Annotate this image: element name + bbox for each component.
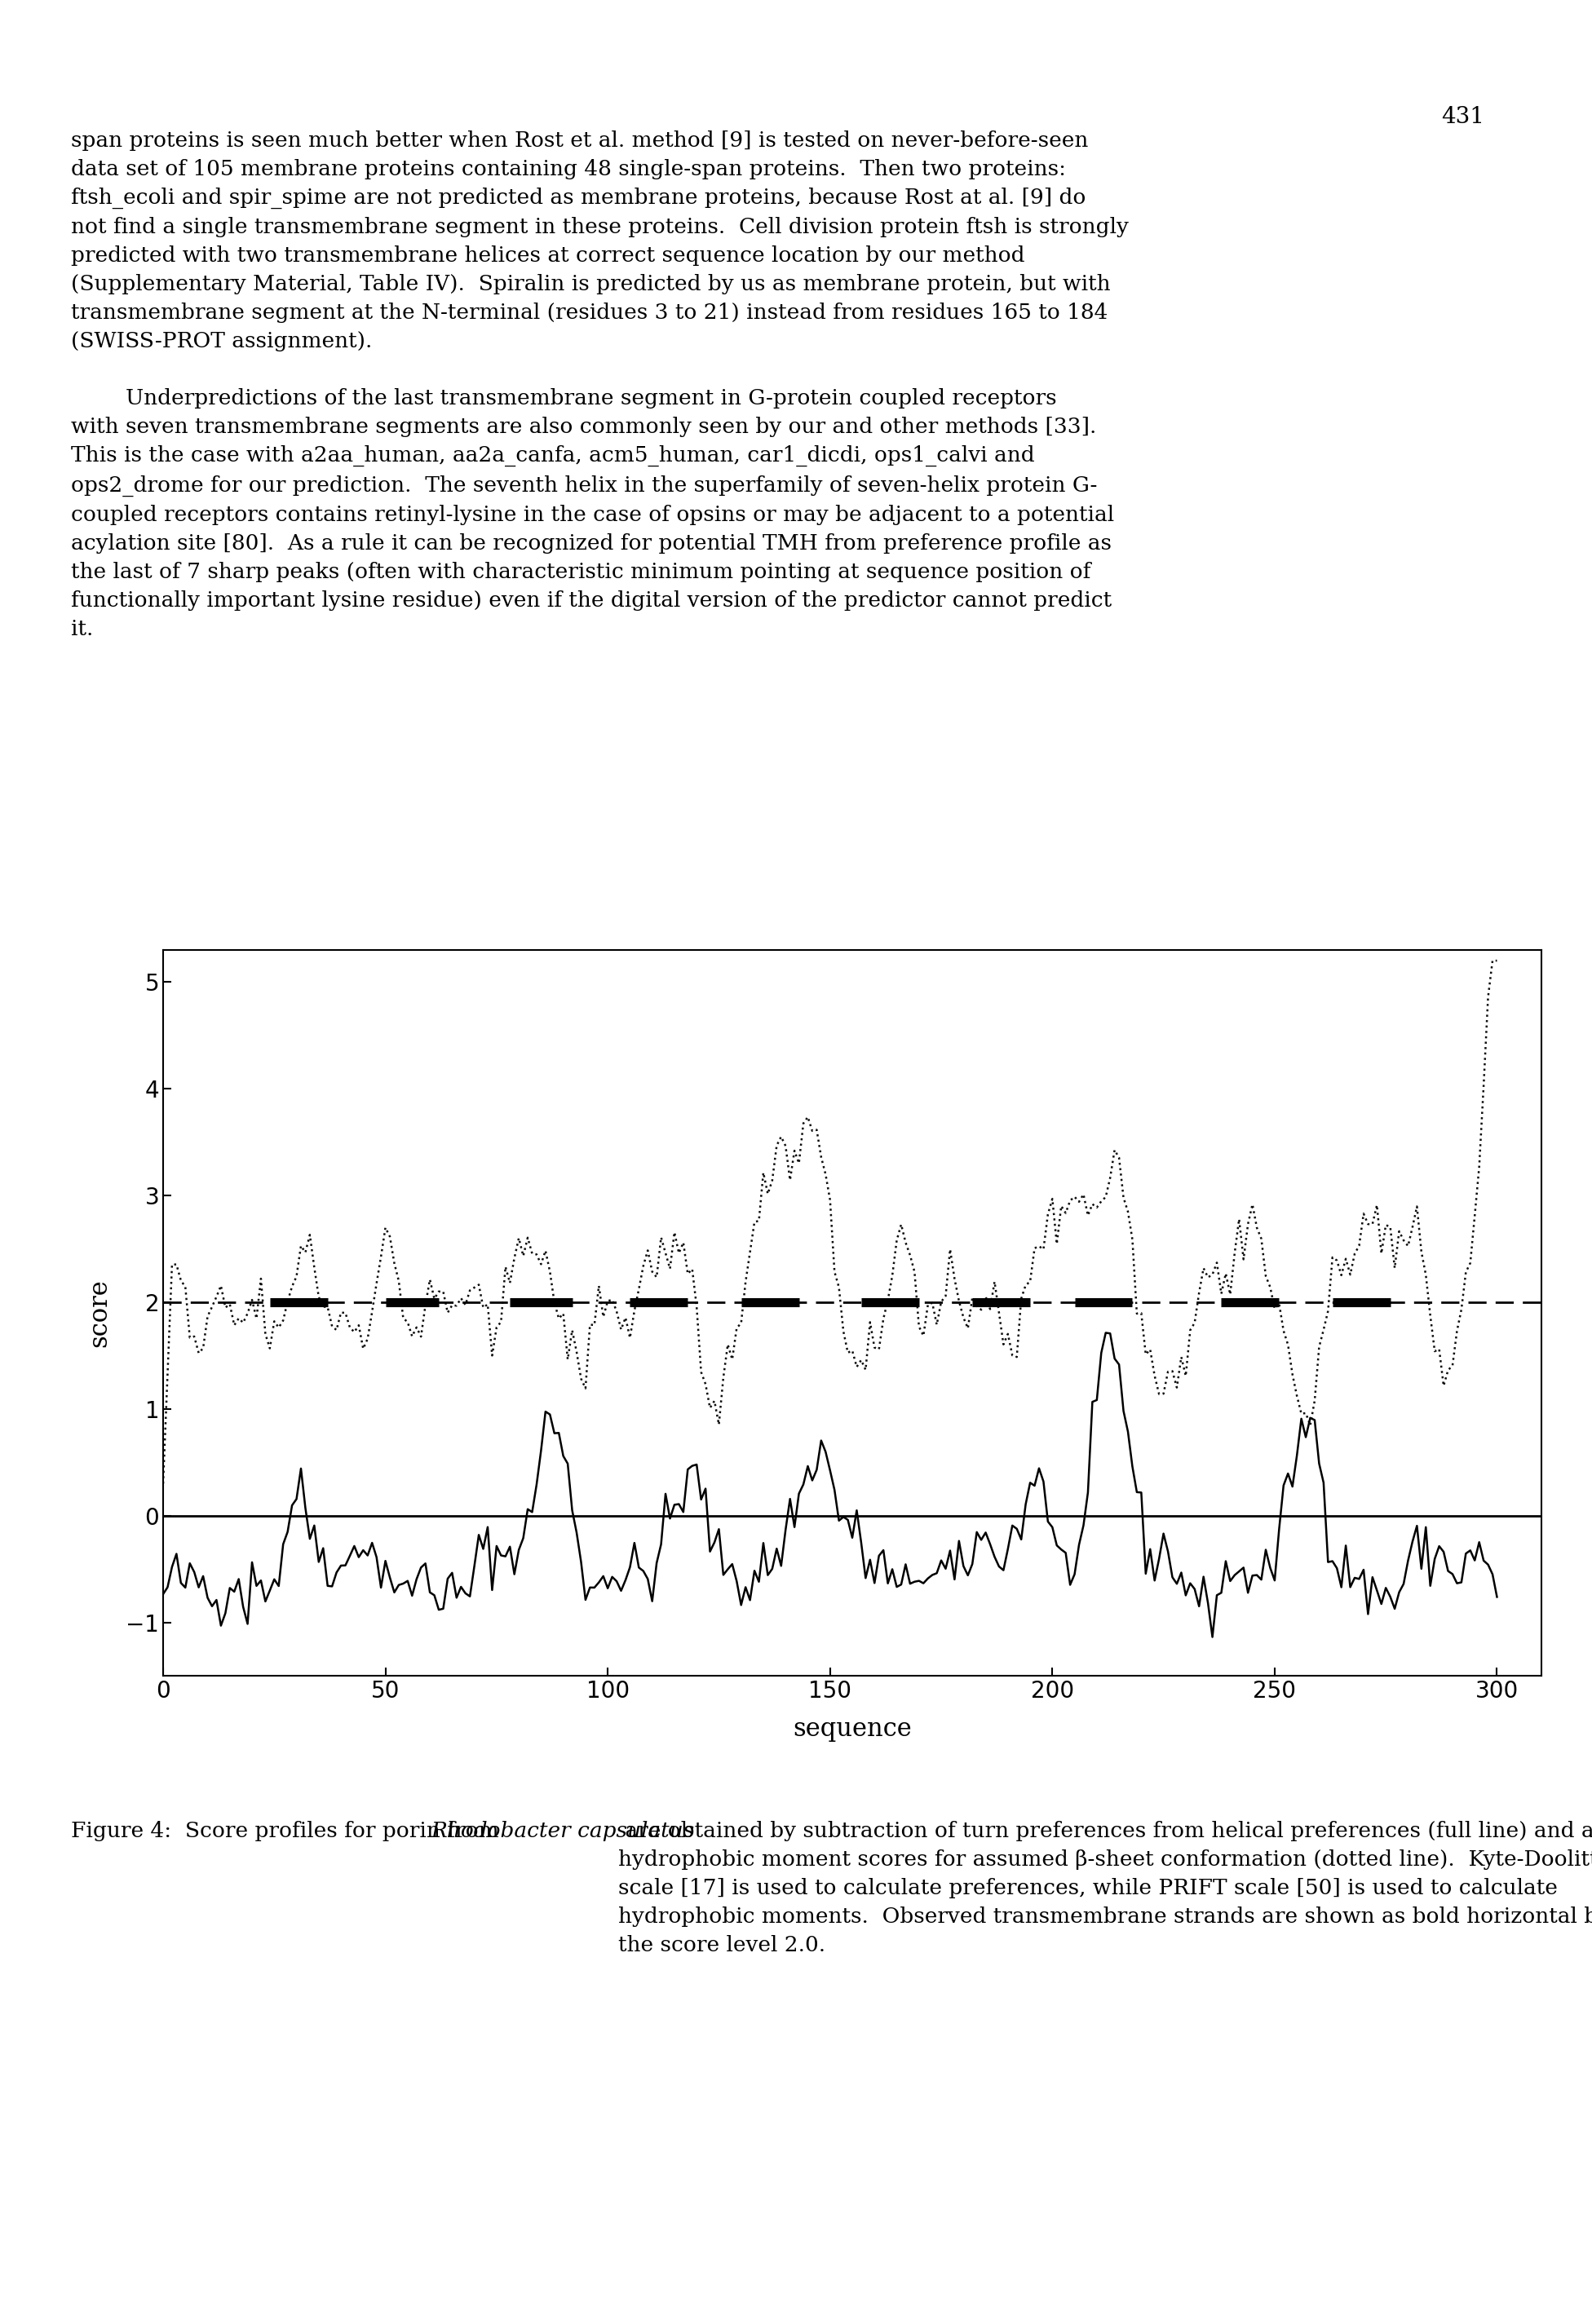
Text: span proteins is seen much better when Rost et al. method [9] is tested on never: span proteins is seen much better when R… <box>72 130 1129 639</box>
X-axis label: sequence: sequence <box>793 1715 912 1741</box>
Text: Figure 4:  Score profiles for porin from: Figure 4: Score profiles for porin from <box>72 1822 506 1841</box>
Text: Rhodobacter capsulatus: Rhodobacter capsulatus <box>431 1822 694 1841</box>
Text: are obtained by subtraction of turn preferences from helical preferences (full l: are obtained by subtraction of turn pref… <box>619 1822 1592 1954</box>
Text: 431: 431 <box>1441 107 1484 128</box>
Y-axis label: score: score <box>88 1278 111 1348</box>
